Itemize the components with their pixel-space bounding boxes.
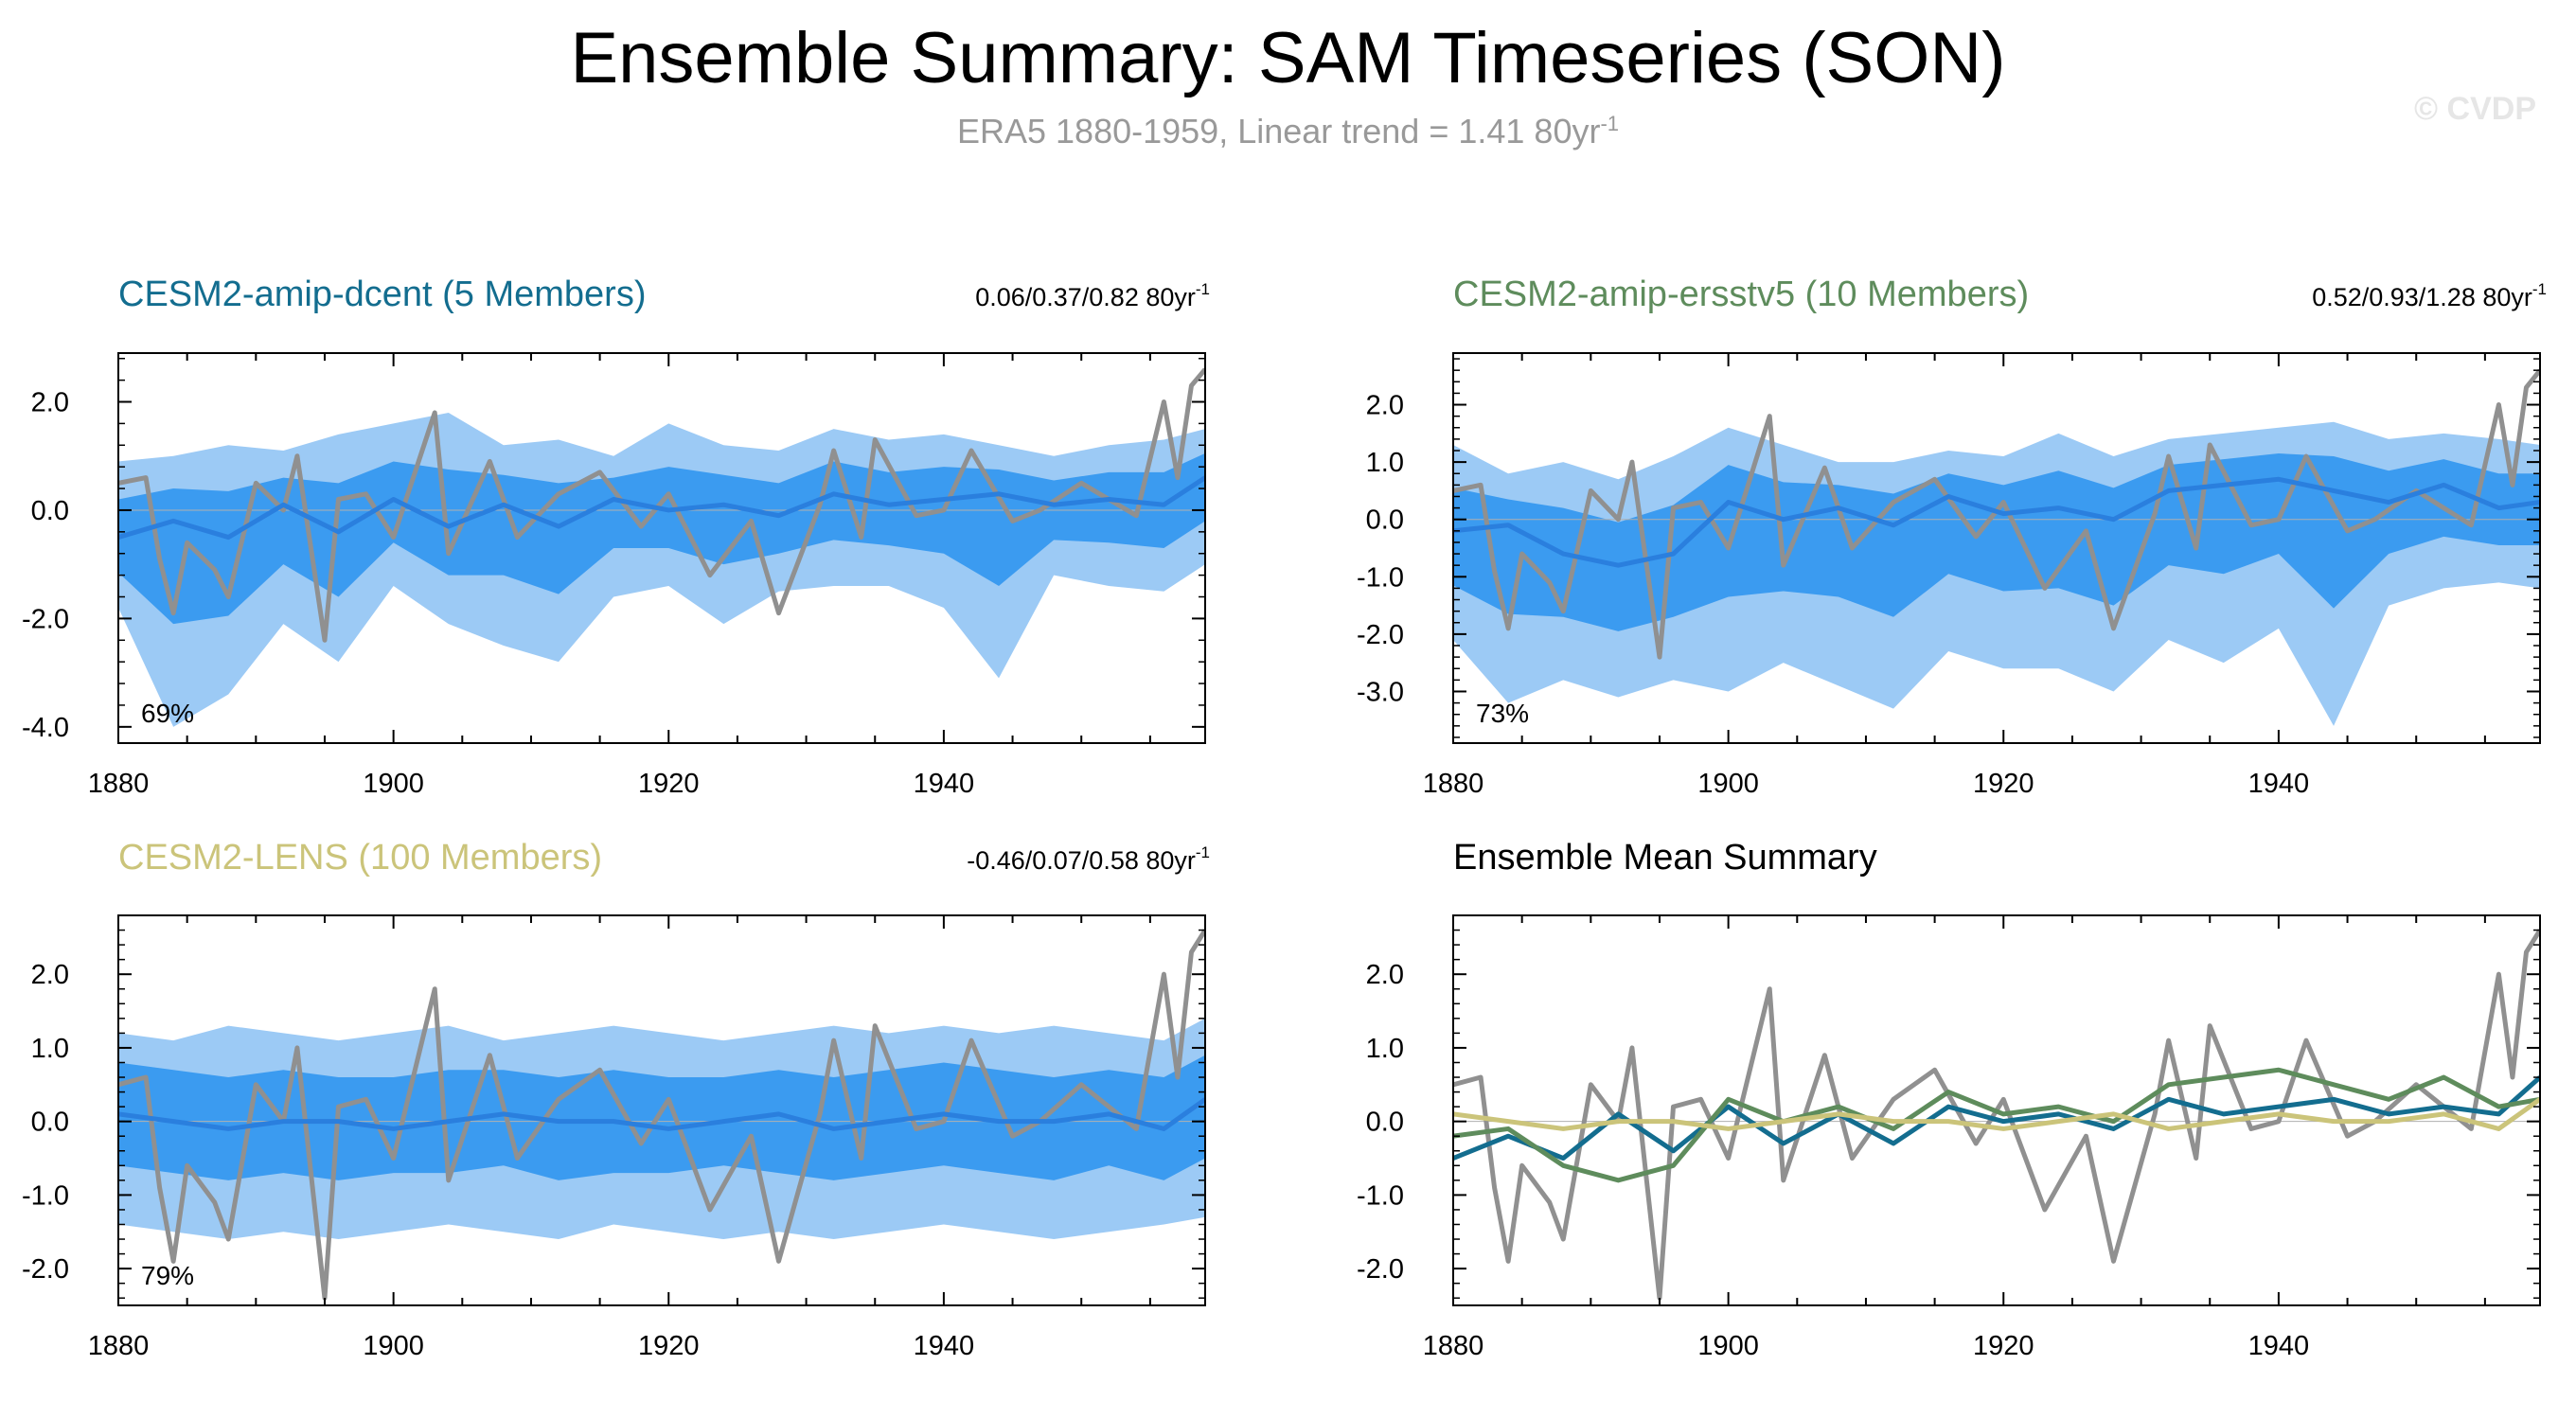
chart-panel-1: CESM2-amip-dcent (5 Members) 0.06/0.37/0.…: [22, 275, 1210, 799]
chart-panel-3: CESM2-LENS (100 Members) -0.46/0.07/0.58 …: [22, 838, 1210, 1361]
y-tick-label: 0.0: [31, 496, 69, 526]
subtitle-unit-exponent: -1: [1600, 112, 1620, 135]
panel-trend: -0.46/0.07/0.58 80yr-1: [967, 843, 1210, 875]
x-tick-label: 1900: [1697, 769, 1759, 799]
series-line-cesm2-amip-dcent: [1453, 1075, 2540, 1162]
x-tick-label: 1920: [1973, 1331, 2034, 1361]
member-range-band: [118, 412, 1205, 727]
plot-area: [118, 367, 1205, 727]
series-line-era5: [118, 929, 1205, 1301]
y-tick-label: 2.0: [1366, 960, 1404, 990]
y-tick-label: -2.0: [22, 1254, 69, 1285]
plot-area: [1453, 368, 2540, 726]
panel-trend: 0.52/0.93/1.28 80yr-1: [2312, 280, 2547, 311]
chart-panel-4: Ensemble Mean Summary 1880 1900 1920 1940 2.0…: [1357, 838, 2541, 1361]
y-tick-label: 2.0: [31, 388, 69, 418]
y-tick-label: 2.0: [31, 960, 69, 990]
y-tick-label: -2.0: [22, 604, 69, 634]
series-line-ensemble-mean: [1453, 476, 2540, 568]
panel-title: Ensemble Mean Summary: [1453, 838, 1877, 878]
panel-trend-exponent: -1: [1196, 843, 1210, 861]
x-tick-label: 1900: [363, 769, 424, 799]
x-tick-label: 1940: [914, 1331, 975, 1361]
plot-frame: [1452, 914, 2541, 1306]
plot-frame: [117, 352, 1206, 744]
panel-trend-exponent: -1: [1196, 280, 1210, 298]
series-line-ensemble-mean: [118, 475, 1205, 541]
x-tick-label: 1920: [638, 1331, 700, 1361]
x-tick-label: 1880: [1423, 1331, 1484, 1361]
y-tick-label: -2.0: [1357, 620, 1404, 650]
panel-trend: 0.06/0.37/0.82 80yr-1: [975, 280, 1210, 311]
y-tick-label: 2.0: [1366, 391, 1404, 421]
series-line-cesm2-lens: [1453, 1097, 2540, 1131]
y-tick-label: 0.0: [1366, 1108, 1404, 1138]
x-tick-label: 1940: [2248, 1331, 2310, 1361]
middle-66-band: [118, 452, 1205, 625]
subtitle-text: ERA5 1880-1959, Linear trend = 1.41 80yr: [956, 112, 1601, 151]
panel-title: CESM2-LENS (100 Members): [118, 838, 602, 878]
y-tick-label: -3.0: [1357, 677, 1404, 707]
panel-trend-exponent: -1: [2532, 280, 2547, 298]
figure-title: Ensemble Summary: SAM Timeseries (SON): [570, 18, 2006, 98]
panel-trend-text: 0.52/0.93/1.28 80yr: [2312, 283, 2532, 311]
y-tick-label: 0.0: [1366, 505, 1404, 536]
y-tick-label: -2.0: [1357, 1254, 1404, 1285]
x-tick-label: 1880: [88, 769, 150, 799]
cvdp-watermark: © CVDP: [2414, 91, 2536, 127]
panel-percent: 69%: [141, 699, 194, 728]
y-tick-label: 1.0: [31, 1034, 69, 1064]
y-tick-label: -1.0: [22, 1180, 69, 1211]
x-tick-label: 1920: [1973, 769, 2034, 799]
x-tick-label: 1880: [88, 1331, 150, 1361]
plot-frame: [1452, 352, 2541, 744]
x-tick-label: 1900: [363, 1331, 424, 1361]
y-tick-label: 0.0: [31, 1108, 69, 1138]
panel-percent: 79%: [141, 1261, 194, 1290]
panel-trend-text: 0.06/0.37/0.82 80yr: [975, 283, 1196, 311]
figure-subtitle: ERA5 1880-1959, Linear trend = 1.41 80yr…: [0, 112, 2576, 151]
series-line-era5: [1453, 368, 2540, 660]
y-tick-label: -4.0: [22, 713, 69, 743]
panel-title: CESM2-amip-ersstv5 (10 Members): [1453, 275, 2029, 314]
series-line-ensemble-mean: [118, 1097, 1205, 1131]
x-tick-label: 1880: [1423, 769, 1484, 799]
x-tick-label: 1940: [914, 769, 975, 799]
x-tick-label: 1900: [1697, 1331, 1759, 1361]
plot-frame: [117, 914, 1206, 1306]
series-line-cesm2-amip-ersstv5: [1453, 1067, 2540, 1183]
plot-area: [1453, 929, 2540, 1301]
y-tick-label: -1.0: [1357, 1180, 1404, 1211]
chart-panel-2: CESM2-amip-ersstv5 (10 Members) 0.52/0.93…: [1357, 275, 2547, 799]
y-tick-label: 1.0: [1366, 448, 1404, 478]
panel-percent: 73%: [1476, 699, 1529, 728]
x-tick-label: 1920: [638, 769, 700, 799]
x-tick-label: 1940: [2248, 769, 2310, 799]
y-tick-label: 1.0: [1366, 1034, 1404, 1064]
plot-area: [118, 929, 1205, 1301]
panel-title: CESM2-amip-dcent (5 Members): [118, 275, 646, 314]
panel-trend-text: -0.46/0.07/0.58 80yr: [967, 846, 1196, 875]
y-tick-label: -1.0: [1357, 562, 1404, 593]
middle-66-band: [1453, 453, 2540, 631]
